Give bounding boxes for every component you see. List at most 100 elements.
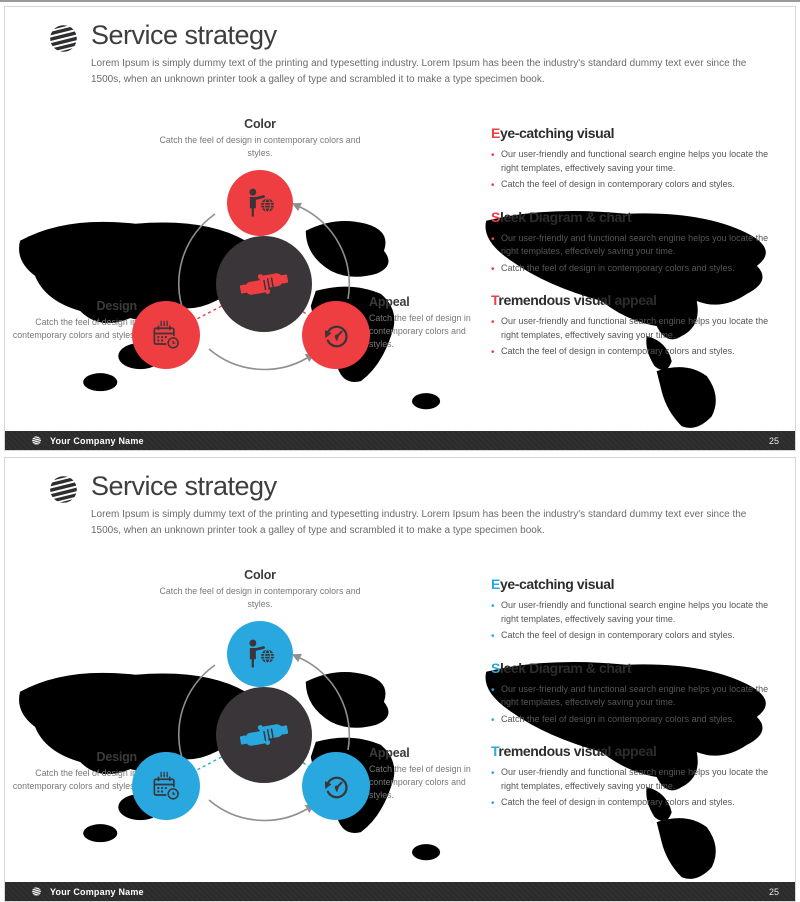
slide-intro: Lorem Ipsum is simply dummy text of the … xyxy=(91,58,747,86)
footer-bar: Your Company Name 25 xyxy=(5,431,795,450)
section-heading: Eye-catching visual xyxy=(491,576,769,592)
feature-sections: Eye-catching visual Our user-friendly an… xyxy=(491,576,769,827)
section-heading-initial: S xyxy=(491,659,500,676)
calendar-clock-icon xyxy=(148,768,184,804)
section-bullets: Our user-friendly and functional search … xyxy=(491,148,769,192)
bullet-item: Our user-friendly and functional search … xyxy=(491,599,769,626)
node-design-description: Catch the feel of design in contemporary… xyxy=(12,768,137,791)
section-heading-rest: remendous visual appeal xyxy=(498,743,657,759)
node-design-circle xyxy=(132,752,200,820)
feature-section-tremendous-appeal: Tremendous visual appeal Our user-friend… xyxy=(491,743,769,810)
slide-title: Service strategy xyxy=(91,20,277,50)
node-color-circle xyxy=(227,170,293,236)
slide-intro: Lorem Ipsum is simply dummy text of the … xyxy=(91,509,747,537)
cycle-diagram: Color Catch the feel of design in contem… xyxy=(13,107,485,422)
section-bullets: Our user-friendly and functional search … xyxy=(491,766,769,810)
center-node-circle xyxy=(216,236,312,332)
feature-section-eye-catching: Eye-catching visual Our user-friendly an… xyxy=(491,576,769,643)
section-heading-initial: E xyxy=(491,576,500,592)
footer-logo-icon xyxy=(31,886,42,897)
node-appeal-label-block: Appeal Catch the feel of design in conte… xyxy=(369,746,481,801)
node-appeal-circle xyxy=(302,752,370,820)
bullet-item: Our user-friendly and functional search … xyxy=(491,315,769,342)
node-color-circle xyxy=(227,621,293,687)
section-heading: Sleek Diagram & chart xyxy=(491,660,769,676)
section-heading-initial: T xyxy=(491,743,499,759)
bullet-item: Our user-friendly and functional search … xyxy=(491,766,769,793)
bullet-item: Catch the feel of design in contemporary… xyxy=(491,345,769,359)
feature-section-sleek-diagram: Sleek Diagram & chart Our user-friendly … xyxy=(491,209,769,276)
node-design-label-block: Design Catch the feel of design in conte… xyxy=(7,750,137,793)
section-heading: Eye-catching visual xyxy=(491,125,769,141)
page-number: 25 xyxy=(768,435,779,446)
calendar-clock-icon xyxy=(148,317,184,353)
bullet-item: Catch the feel of design in contemporary… xyxy=(491,178,769,192)
footer-bar: Your Company Name 25 xyxy=(5,882,795,901)
slide-header-text: Service strategy Lorem Ipsum is simply d… xyxy=(91,20,751,88)
section-heading-rest: remendous visual appeal xyxy=(498,292,657,308)
center-node-circle xyxy=(216,687,312,783)
feature-section-tremendous-appeal: Tremendous visual appeal Our user-friend… xyxy=(491,292,769,359)
section-heading: Sleek Diagram & chart xyxy=(491,209,769,225)
section-bullets: Our user-friendly and functional search … xyxy=(491,683,769,727)
feature-section-eye-catching: Eye-catching visual Our user-friendly an… xyxy=(491,125,769,192)
history-clock-icon xyxy=(318,768,354,804)
handshake-icon xyxy=(237,257,291,311)
node-design-circle xyxy=(132,301,200,369)
node-appeal-description: Catch the feel of design in contemporary… xyxy=(369,313,471,349)
feature-section-sleek-diagram: Sleek Diagram & chart Our user-friendly … xyxy=(491,660,769,727)
section-heading: Tremendous visual appeal xyxy=(491,743,769,759)
bullet-item: Our user-friendly and functional search … xyxy=(491,148,769,175)
handshake-icon xyxy=(237,708,291,762)
section-bullets: Our user-friendly and functional search … xyxy=(491,315,769,359)
bullet-item: Our user-friendly and functional search … xyxy=(491,232,769,259)
node-appeal-label: Appeal xyxy=(369,295,410,309)
presenter-globe-icon xyxy=(242,185,278,221)
company-logo-icon xyxy=(47,473,80,506)
section-bullets: Our user-friendly and functional search … xyxy=(491,232,769,276)
bullet-item: Catch the feel of design in contemporary… xyxy=(491,796,769,810)
bullet-item: Catch the feel of design in contemporary… xyxy=(491,262,769,276)
node-appeal-description: Catch the feel of design in contemporary… xyxy=(369,764,471,800)
node-color-label: Color xyxy=(244,568,276,582)
node-appeal-label-block: Appeal Catch the feel of design in conte… xyxy=(369,295,481,350)
feature-sections: Eye-catching visual Our user-friendly an… xyxy=(491,125,769,376)
footer-company-name: Your Company Name xyxy=(50,435,144,446)
node-design-label: Design xyxy=(96,299,138,313)
section-heading-initial: T xyxy=(491,292,499,308)
section-heading-rest: leek Diagram & chart xyxy=(499,208,632,225)
node-color-label: Color xyxy=(244,117,276,131)
slide-header: Service strategy Lorem Ipsum is simply d… xyxy=(47,471,767,539)
slide-service-strategy-red[interactable]: Service strategy Lorem Ipsum is simply d… xyxy=(4,6,796,451)
section-heading-rest: ye-catching visual xyxy=(499,125,615,141)
slide-service-strategy-blue[interactable]: Service strategy Lorem Ipsum is simply d… xyxy=(4,457,796,902)
section-heading-initial: S xyxy=(491,208,500,225)
cycle-diagram: Color Catch the feel of design in contem… xyxy=(13,558,485,873)
bullet-item: Our user-friendly and functional search … xyxy=(491,683,769,710)
bullet-item: Catch the feel of design in contemporary… xyxy=(491,713,769,727)
node-design-label-block: Design Catch the feel of design in conte… xyxy=(7,299,137,342)
presenter-globe-icon xyxy=(242,636,278,672)
node-color-label-block: Color Catch the feel of design in contem… xyxy=(130,568,390,611)
slide-title: Service strategy xyxy=(91,471,277,501)
section-heading-initial: E xyxy=(491,125,500,141)
node-color-description: Catch the feel of design in contemporary… xyxy=(159,135,361,158)
slide-header: Service strategy Lorem Ipsum is simply d… xyxy=(47,20,767,88)
section-heading-rest: ye-catching visual xyxy=(499,576,615,592)
node-appeal-label: Appeal xyxy=(369,746,410,760)
slide-header-text: Service strategy Lorem Ipsum is simply d… xyxy=(91,471,751,539)
node-color-description: Catch the feel of design in contemporary… xyxy=(159,586,361,609)
page-number: 25 xyxy=(768,886,779,897)
node-color-label-block: Color Catch the feel of design in contem… xyxy=(130,117,390,160)
section-heading-rest: leek Diagram & chart xyxy=(499,659,632,676)
node-design-label: Design xyxy=(96,750,138,764)
footer-logo-icon xyxy=(31,435,42,446)
node-appeal-circle xyxy=(302,301,370,369)
node-design-description: Catch the feel of design in contemporary… xyxy=(12,317,137,340)
section-heading: Tremendous visual appeal xyxy=(491,292,769,308)
section-bullets: Our user-friendly and functional search … xyxy=(491,599,769,643)
footer-company-name: Your Company Name xyxy=(50,886,144,897)
company-logo-icon xyxy=(47,22,80,55)
bullet-item: Catch the feel of design in contemporary… xyxy=(491,629,769,643)
history-clock-icon xyxy=(318,317,354,353)
